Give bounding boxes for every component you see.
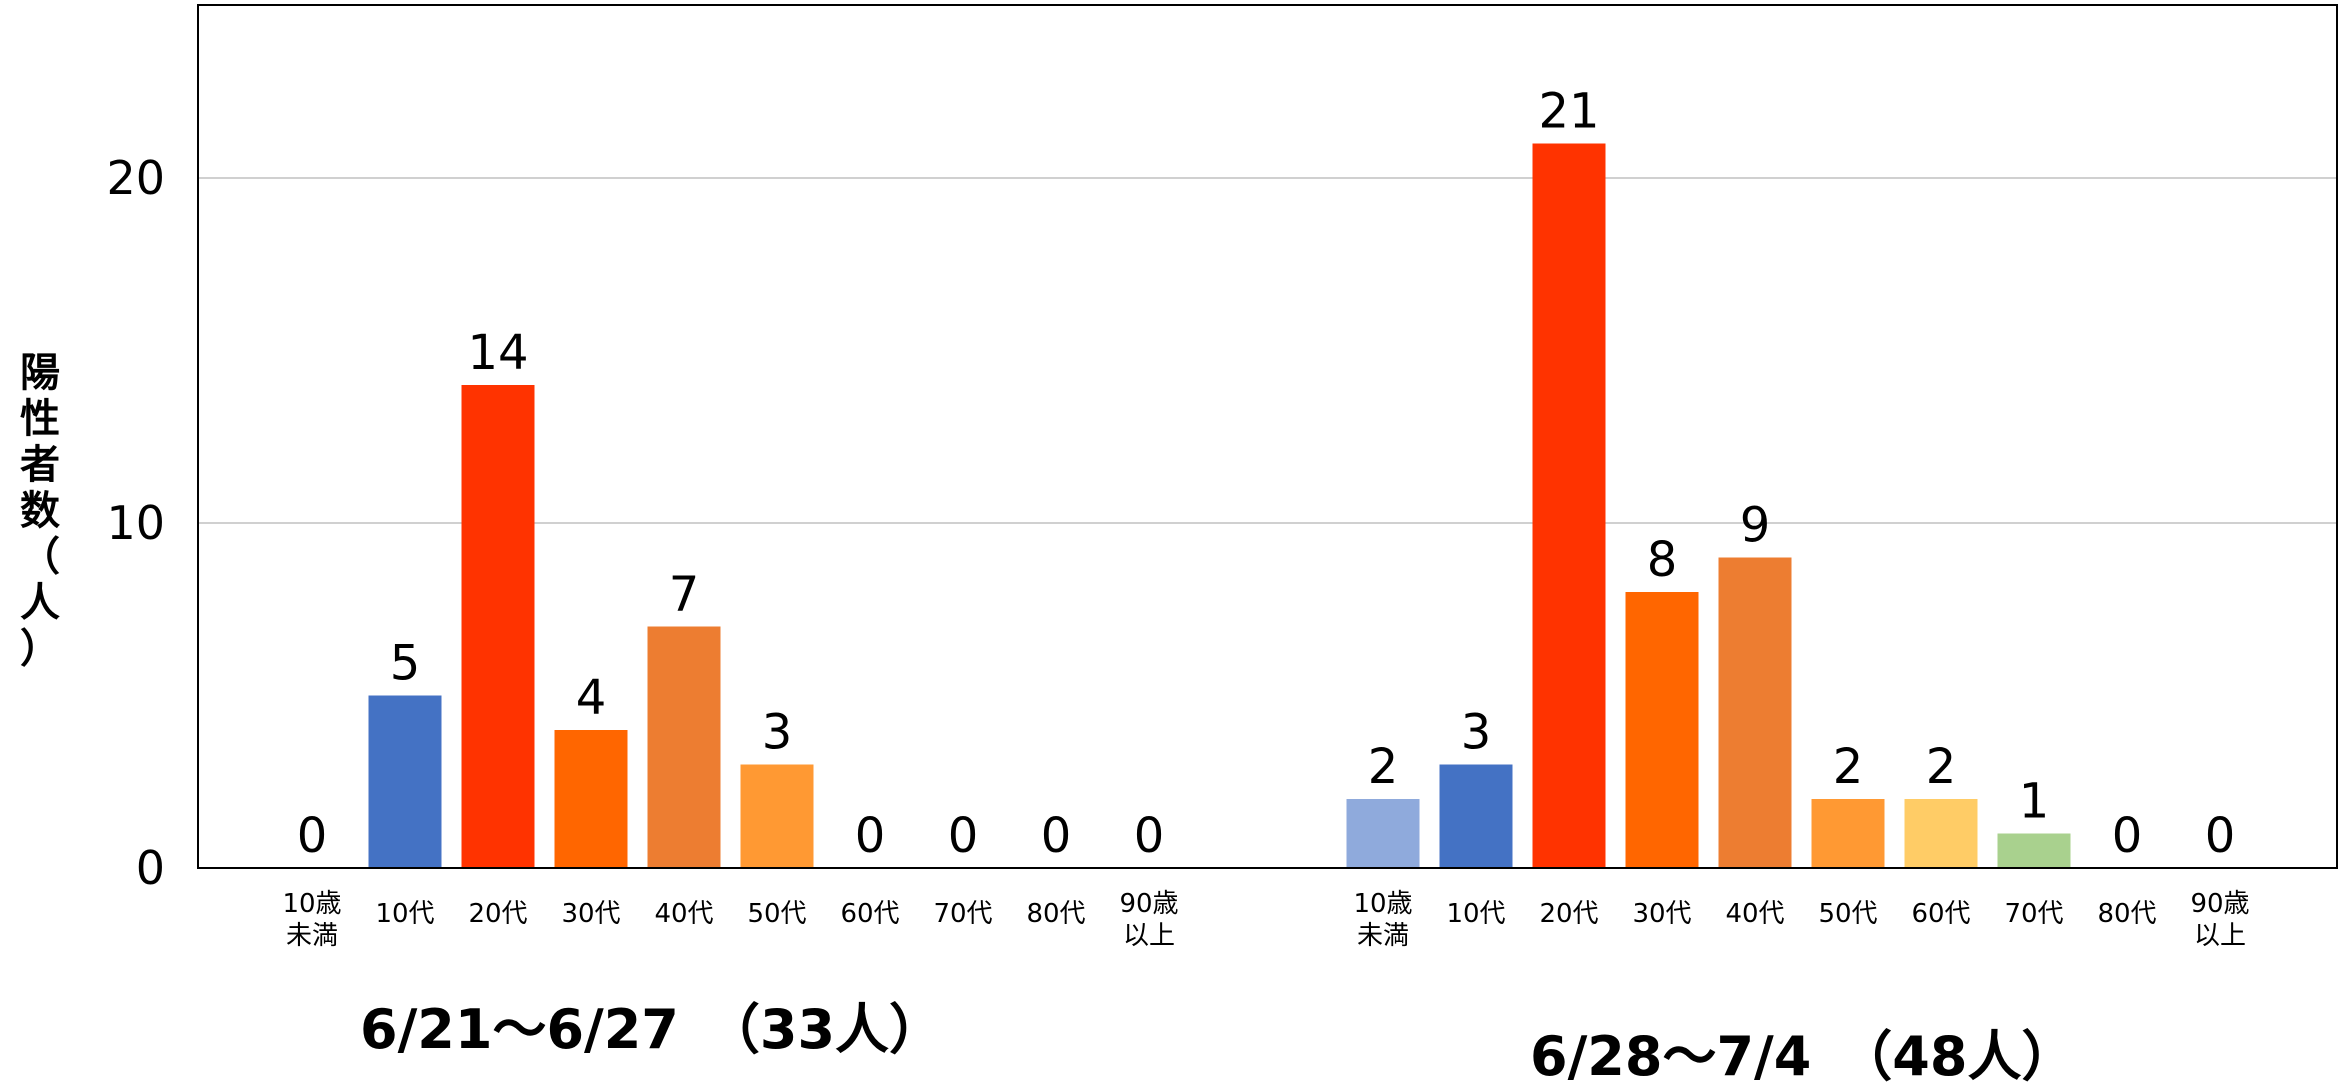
bar	[647, 626, 721, 868]
data-label: 3	[762, 705, 793, 761]
data-label: 4	[576, 670, 607, 726]
x-tick-label: 80代	[1026, 899, 1086, 929]
x-tick-label: 40代	[654, 899, 714, 929]
bar	[1997, 833, 2071, 868]
x-tick-label: 80代	[2097, 899, 2157, 929]
bar	[1811, 799, 1885, 868]
x-tick-label: 10歳 未満	[282, 889, 342, 951]
data-label: 0	[1134, 808, 1165, 864]
x-tick-label: 90歳 以上	[2190, 889, 2250, 951]
data-label: 2	[1833, 739, 1864, 795]
plot-frame	[197, 4, 2338, 869]
x-tick-label: 30代	[561, 899, 621, 929]
x-tick-label: 20代	[1539, 899, 1599, 929]
bar	[1718, 557, 1792, 868]
data-label: 2	[1926, 739, 1957, 795]
x-tick-label: 40代	[1725, 899, 1785, 929]
bar	[368, 695, 442, 868]
data-label: 7	[669, 567, 700, 623]
data-label: 0	[855, 808, 886, 864]
y-axis-label: 陽性者数（人）	[20, 350, 60, 672]
data-label: 14	[467, 325, 528, 381]
group-label-1: 6/21～6/27 （33人）	[360, 998, 944, 1061]
data-label: 9	[1740, 498, 1771, 554]
x-tick-label: 10代	[1446, 899, 1506, 929]
data-label: 0	[948, 808, 979, 864]
x-tick-label: 50代	[1818, 899, 1878, 929]
y-tick-labels: 0 10 20	[106, 151, 165, 895]
data-label: 0	[297, 808, 328, 864]
bar	[461, 385, 535, 868]
data-label: 0	[1041, 808, 1072, 864]
x-tick-label: 70代	[933, 899, 993, 929]
bar	[1439, 764, 1513, 868]
y-tick-label: 20	[106, 151, 165, 205]
bar	[1532, 143, 1606, 868]
data-label: 3	[1461, 705, 1492, 761]
data-label: 21	[1538, 84, 1599, 140]
y-tick-label: 10	[106, 496, 165, 550]
data-label: 0	[2112, 808, 2143, 864]
data-label: 5	[390, 636, 421, 692]
gridlines	[198, 177, 2337, 524]
data-label: 1	[2019, 774, 2050, 830]
x-tick-label: 60代	[1911, 899, 1971, 929]
x-tick-label: 20代	[468, 899, 528, 929]
x-tick-label: 60代	[840, 899, 900, 929]
bar	[740, 764, 814, 868]
x-tick-label: 10代	[375, 899, 435, 929]
bar	[1625, 592, 1699, 868]
x-tick-label: 90歳 以上	[1119, 889, 1179, 951]
group-label-2: 6/28～7/4 （48人）	[1530, 1025, 2076, 1088]
bar	[554, 730, 628, 868]
bar	[1346, 799, 1420, 868]
x-tick-label: 70代	[2004, 899, 2064, 929]
data-label: 8	[1647, 532, 1678, 588]
data-label: 2	[1368, 739, 1399, 795]
bars	[368, 143, 2071, 868]
y-tick-label: 0	[136, 841, 165, 895]
x-tick-label: 10歳 未満	[1353, 889, 1413, 951]
data-label: 0	[2205, 808, 2236, 864]
bar	[1904, 799, 1978, 868]
x-tick-label: 50代	[747, 899, 807, 929]
x-tick-label: 30代	[1632, 899, 1692, 929]
